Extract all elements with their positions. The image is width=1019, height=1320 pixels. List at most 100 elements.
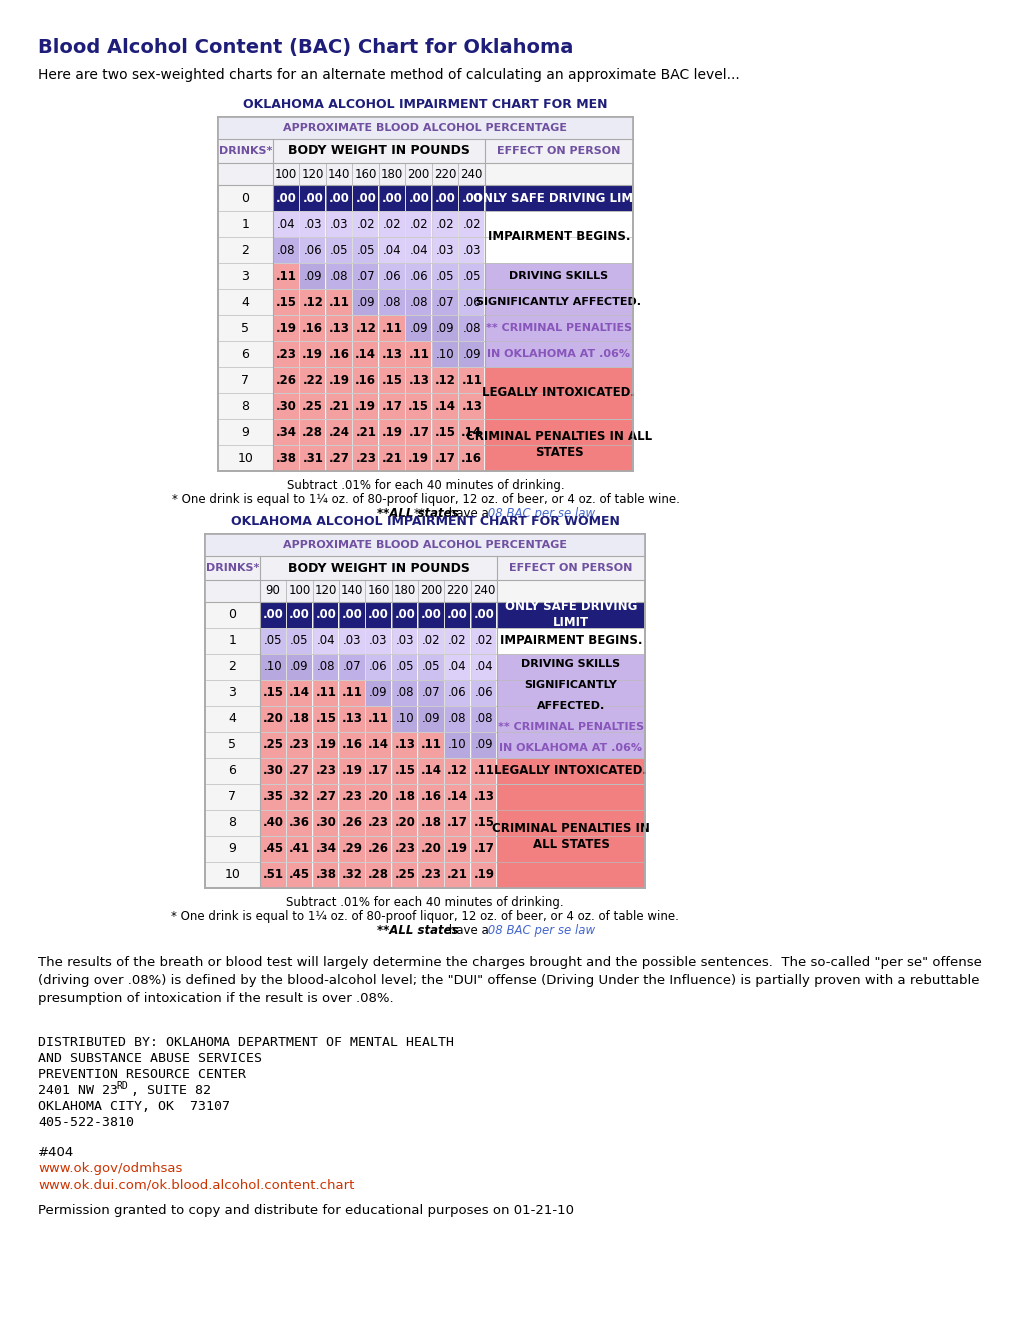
Bar [218,139,633,162]
Text: .35: .35 [263,791,283,804]
Text: .23: .23 [394,842,415,855]
Bar [432,446,458,470]
Text: .02: .02 [462,218,481,231]
Text: .08: .08 [330,269,348,282]
Bar [273,264,299,289]
Text: .17: .17 [368,764,388,777]
Text: .02: .02 [356,218,375,231]
Bar [485,420,632,470]
Bar [459,238,484,263]
Bar [339,602,365,627]
Bar [339,706,365,731]
Text: .04: .04 [316,635,335,648]
Bar [459,342,484,367]
Bar [326,367,352,392]
Bar [326,289,352,314]
Text: .17: .17 [446,817,468,829]
Bar [459,420,484,445]
Bar [379,264,405,289]
Text: .00: .00 [473,609,494,622]
Text: 220: 220 [446,585,468,598]
Bar [379,315,405,341]
Text: .03: .03 [462,243,481,256]
Bar [286,862,312,887]
Bar [286,655,312,680]
Bar [432,264,458,289]
Bar [406,186,431,210]
Text: .02: .02 [435,218,454,231]
Text: .19: .19 [381,425,403,438]
Text: .08: .08 [409,296,428,309]
Bar [366,602,390,627]
Bar [260,733,285,758]
Text: .15: .15 [473,817,494,829]
Text: .16: .16 [461,451,482,465]
Bar [286,706,312,731]
Text: .14: .14 [355,347,376,360]
Text: .00: .00 [288,609,310,622]
Bar [471,681,496,705]
Text: .21: .21 [446,869,468,882]
Text: Blood Alcohol Content (BAC) Chart for Oklahoma: Blood Alcohol Content (BAC) Chart for Ok… [38,38,573,57]
Text: 5: 5 [228,738,236,751]
Bar [444,733,470,758]
Bar [286,810,312,836]
Text: .11: .11 [275,269,297,282]
Text: .10: .10 [264,660,282,673]
Bar [353,367,378,392]
Bar [391,862,417,887]
Bar [273,342,299,367]
Bar [300,367,325,392]
Text: * One drink is equal to 1¼ oz. of 80-proof liquor, 12 oz. of beer, or 4 oz. of t: * One drink is equal to 1¼ oz. of 80-pro… [171,909,679,923]
Text: 8: 8 [228,817,236,829]
Text: .00: .00 [275,191,297,205]
Bar [353,315,378,341]
Text: .03: .03 [435,243,454,256]
Text: .32: .32 [341,869,362,882]
Bar [339,733,365,758]
Bar [313,837,338,862]
Text: .09: .09 [289,660,309,673]
Text: .05: .05 [264,635,282,648]
Bar [313,681,338,705]
Text: .27: .27 [288,764,310,777]
Text: .17: .17 [381,400,403,412]
Text: .13: .13 [341,713,362,726]
Text: .11: .11 [341,686,362,700]
Text: .00: .00 [394,609,415,622]
Bar [300,446,325,470]
Text: 140: 140 [328,168,351,181]
Text: .02: .02 [382,218,401,231]
Bar [313,602,338,627]
Bar [339,655,365,680]
Bar [273,186,299,210]
Bar [313,862,338,887]
Text: .16: .16 [302,322,323,334]
Text: .17: .17 [434,451,455,465]
Bar [286,628,312,653]
Text: .40: .40 [263,817,283,829]
Text: .07: .07 [342,660,361,673]
Text: .10: .10 [395,713,414,726]
Bar [459,186,484,210]
Text: .13: .13 [461,400,482,412]
Bar [313,784,338,809]
Bar [286,602,312,627]
Bar [353,342,378,367]
Text: .11: .11 [315,686,336,700]
Bar [471,655,496,680]
Bar [260,784,285,809]
Text: .13: .13 [394,738,415,751]
Text: 120: 120 [302,168,324,181]
Text: .03: .03 [342,635,361,648]
Text: .32: .32 [288,791,310,804]
Text: .04: .04 [409,243,428,256]
Text: .02: .02 [409,218,428,231]
Text: .30: .30 [263,764,283,777]
Text: OKLAHOMA ALCOHOL IMPAIRMENT CHART FOR MEN: OKLAHOMA ALCOHOL IMPAIRMENT CHART FOR ME… [243,98,607,111]
Text: .09: .09 [435,322,454,334]
Text: .08: .08 [316,660,335,673]
Text: 90: 90 [266,585,280,598]
Text: 180: 180 [381,168,403,181]
Text: DISTRIBUTED BY: OKLAHOMA DEPARTMENT OF MENTAL HEALTH: DISTRIBUTED BY: OKLAHOMA DEPARTMENT OF M… [38,1036,453,1049]
